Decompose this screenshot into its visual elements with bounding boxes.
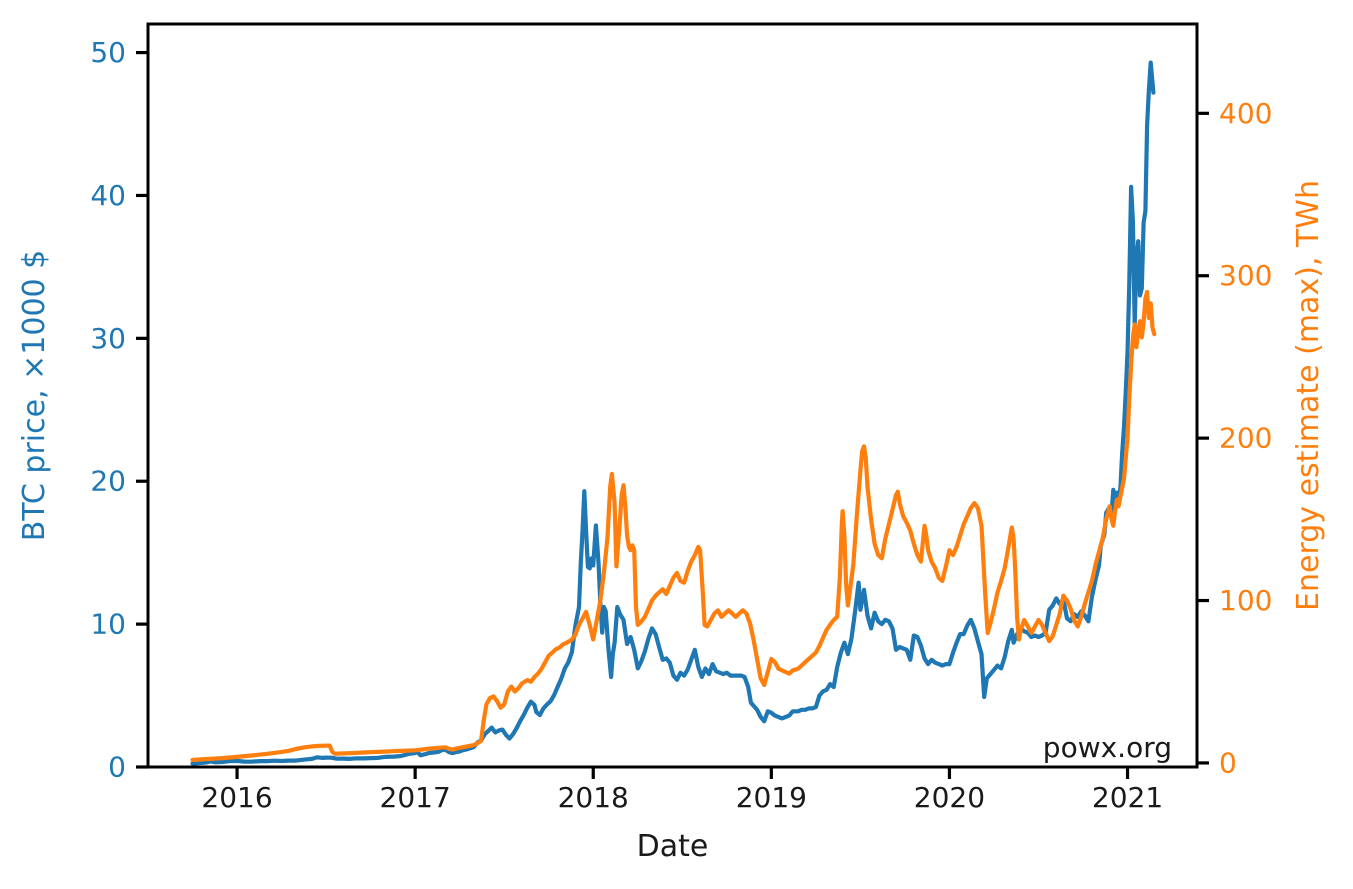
left-y-tick-label: 30 (90, 322, 126, 355)
x-tick-label: 2019 (736, 781, 807, 814)
watermark-text: powx.org (1043, 731, 1172, 764)
x-tick-label: 2021 (1092, 781, 1163, 814)
x-tick-label: 2020 (914, 781, 985, 814)
right-y-tick-label: 100 (1219, 584, 1272, 617)
left-y-tick-label: 10 (90, 608, 126, 641)
right-y-axis-label: Energy estimate (max), TWh (1291, 180, 1326, 611)
series-line-btc-price (190, 60, 1156, 766)
right-y-tick-label: 0 (1219, 746, 1237, 779)
plot-border (146, 22, 1199, 769)
left-y-tick-label: 40 (90, 179, 126, 212)
left-y-tick-label: 0 (108, 751, 126, 784)
x-axis-label: Date (637, 829, 709, 864)
left-y-axis-label: BTC price, ×1000 $ (17, 250, 52, 541)
left-y-tick-label: 20 (90, 465, 126, 498)
left-y-tick-label: 50 (90, 36, 126, 69)
right-y-tick-label: 400 (1219, 97, 1272, 130)
series-line-energy-estimate (190, 289, 1157, 763)
x-tick-label: 2016 (201, 781, 272, 814)
right-y-tick-label: 300 (1219, 259, 1272, 292)
x-tick-label: 2018 (558, 781, 629, 814)
right-y-tick-label: 200 (1219, 422, 1272, 455)
x-tick-label: 2017 (380, 781, 451, 814)
